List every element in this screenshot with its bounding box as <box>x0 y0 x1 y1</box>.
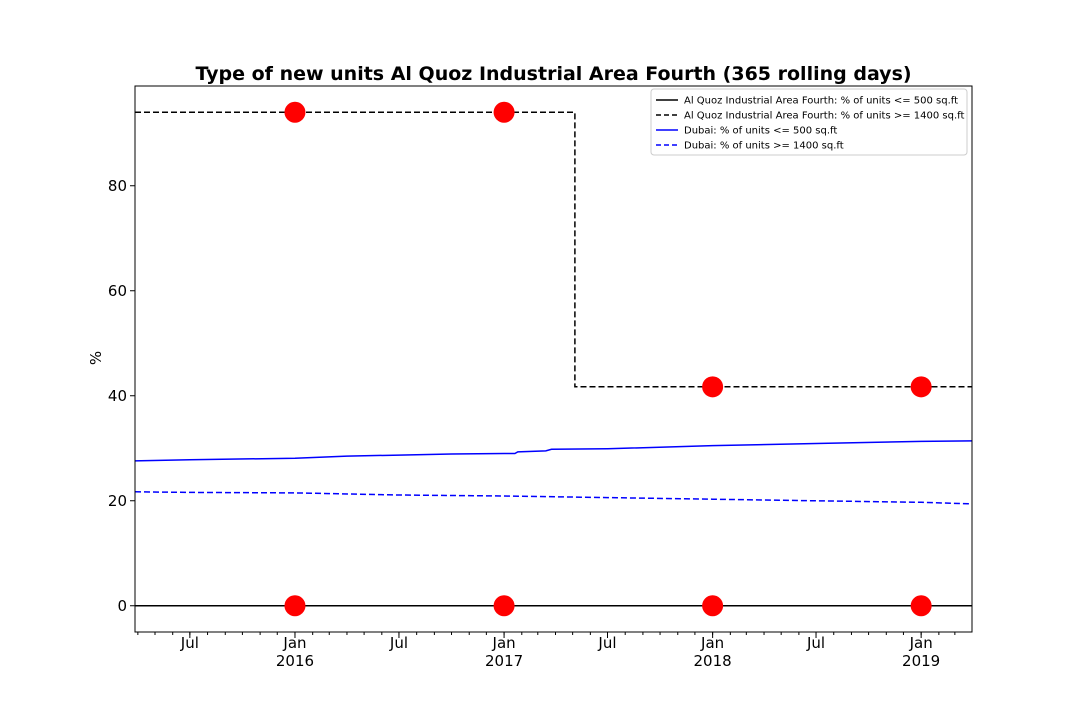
legend-entry-label: Dubai: % of units >= 1400 sq.ft <box>684 141 844 152</box>
series-line-2 <box>135 111 972 388</box>
y-tick-label: 20 <box>108 492 127 510</box>
legend-entry-label: Al Quoz Industrial Area Fourth: % of uni… <box>684 96 958 107</box>
x-tick-year-label: 2016 <box>276 652 314 670</box>
data-marker-1 <box>284 101 306 123</box>
series-line-3 <box>135 440 972 462</box>
x-tick-label: Jan <box>282 634 306 652</box>
legend-entry-label: Al Quoz Industrial Area Fourth: % of uni… <box>684 111 964 122</box>
x-tick-label: Jan <box>492 634 516 652</box>
x-tick-label: Jul <box>180 634 199 652</box>
data-marker-4 <box>910 376 932 398</box>
y-tick-label: 40 <box>108 387 127 405</box>
plot-frame <box>134 85 973 633</box>
x-tick-year-label: 2017 <box>485 652 523 670</box>
x-tick-year-label: 2019 <box>902 652 940 670</box>
data-marker-5 <box>284 595 306 617</box>
x-tick-year-label: 2018 <box>694 652 732 670</box>
y-tick-label: 80 <box>108 177 127 195</box>
data-marker-7 <box>702 595 724 617</box>
legend: Al Quoz Industrial Area Fourth: % of uni… <box>650 88 968 156</box>
chart-title: Type of new units Al Quoz Industrial Are… <box>195 63 911 85</box>
legend-entry-label: Dubai: % of units <= 500 sq.ft <box>684 126 837 137</box>
series-line-4 <box>135 491 972 505</box>
plot-area <box>135 101 972 617</box>
data-marker-8 <box>910 595 932 617</box>
x-tick-label: Jan <box>909 634 933 652</box>
data-marker-6 <box>493 595 515 617</box>
x-tick-label: Jan <box>700 634 724 652</box>
y-tick-label: 60 <box>108 282 127 300</box>
data-marker-2 <box>493 101 515 123</box>
legend-box <box>650 88 968 156</box>
x-tick-label: Jul <box>597 634 616 652</box>
x-tick-label: Jul <box>806 634 825 652</box>
y-tick-label: 0 <box>117 597 127 615</box>
data-marker-3 <box>702 376 724 398</box>
y-axis-label: % <box>87 351 105 365</box>
x-tick-label: Jul <box>389 634 408 652</box>
